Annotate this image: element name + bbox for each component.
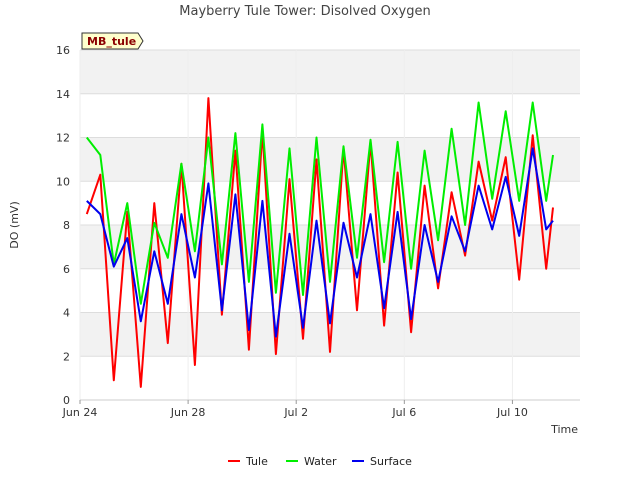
x-tick-label: Jul 2 xyxy=(283,406,308,419)
badge: MB_tule xyxy=(81,32,144,50)
series-layer xyxy=(85,97,554,388)
background-band xyxy=(80,225,580,269)
y-tick-label: 10 xyxy=(56,175,70,188)
y-tick-label: 16 xyxy=(56,44,70,57)
x-axis-title: Time xyxy=(550,423,578,436)
legend-label-tule: Tule xyxy=(245,455,268,468)
x-tick-label: Jun 28 xyxy=(170,406,206,419)
y-tick-label: 14 xyxy=(56,88,70,101)
legend-label-surface: Surface xyxy=(370,455,412,468)
background-band xyxy=(80,50,580,94)
series-line-surface xyxy=(86,147,554,338)
y-tick-label: 0 xyxy=(63,394,70,407)
badge-label: MB_tule xyxy=(87,35,136,48)
series-line-tule xyxy=(85,97,554,388)
y-tick-label: 12 xyxy=(56,132,70,145)
x-tick-labels: Jun 24 Jun 28 Jul 2 Jul 6 Jul 10 xyxy=(62,400,528,419)
legend-label-water: Water xyxy=(304,455,337,468)
legend: Tule Water Surface xyxy=(228,455,412,468)
series-line-water xyxy=(86,101,554,305)
y-axis-title: DO (mV) xyxy=(8,201,21,248)
x-tick-label: Jul 6 xyxy=(391,406,416,419)
x-tick-label: Jun 24 xyxy=(62,406,98,419)
y-tick-label: 4 xyxy=(63,307,70,320)
x-tick-label: Jul 10 xyxy=(496,406,528,419)
y-tick-label: 6 xyxy=(63,263,70,276)
y-tick-label: 2 xyxy=(63,350,70,363)
chart-title: Mayberry Tule Tower: Disolved Oxygen xyxy=(179,4,430,19)
y-tick-labels: 0 2 4 6 8 10 12 14 16 xyxy=(56,44,70,407)
badge-box xyxy=(81,32,144,50)
y-tick-label: 8 xyxy=(63,219,70,232)
